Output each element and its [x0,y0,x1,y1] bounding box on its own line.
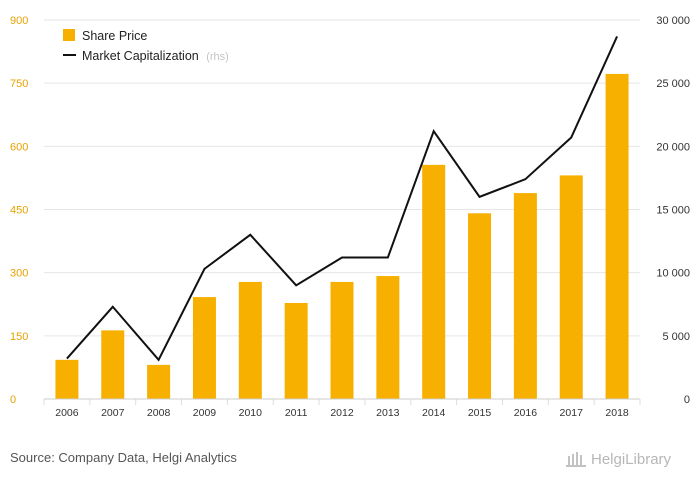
bar-share-price [559,175,583,399]
y-right-tick-label: 5 000 [662,331,690,343]
y-left-tick-label: 150 [10,331,28,343]
bar-share-price [330,281,354,399]
combo-chart: 0 150 300 450 600 750 900 0 5 000 10 000 15 000 20 … [10,15,690,419]
x-tick-label: 2006 [55,407,79,419]
legend-swatch-share-price [63,29,75,41]
bar-share-price [605,73,629,399]
x-tick-label: 2013 [376,407,400,419]
y-right-tick-label: 15 000 [656,205,690,217]
legend: Share Price Market Capitalization (rhs) [63,29,229,63]
bar-share-price [238,281,262,399]
x-tick-label: 2011 [285,407,308,419]
bar-share-price [422,164,446,399]
x-tick-label: 2010 [239,407,263,419]
legend-label-share-price: Share Price [82,29,147,43]
x-tick-label: 2018 [605,407,629,419]
y-left-tick-label: 300 [10,268,28,280]
y-left-tick-label: 750 [10,78,28,90]
bar-share-price [513,193,537,399]
y-left-tick-label: 0 [10,394,16,406]
bar-share-price [284,302,308,399]
source-note: Source: Company Data, Helgi Analytics [10,450,237,465]
y-right-tick-label: 10 000 [656,268,690,280]
x-tick-label: 2016 [514,407,538,419]
bar-share-price [101,330,125,399]
legend-label-market-cap-suffix: (rhs) [206,51,229,63]
x-tick-label: 2007 [101,407,125,419]
y-right-tick-label: 30 000 [656,15,690,27]
grid-lines [43,19,641,405]
library-building-icon [566,452,586,467]
y-left-tick-label: 900 [10,15,28,27]
y-left-tick-label: 450 [10,205,28,217]
market-cap-line [66,36,618,362]
x-tick-label: 2009 [193,407,217,419]
x-tick-label: 2008 [147,407,171,419]
bar-share-price [147,364,171,399]
share-price-bars [55,73,629,399]
x-tick-label: 2014 [422,407,446,419]
bar-share-price [192,297,216,399]
x-tick-label: 2017 [560,407,584,419]
logo-text: HelgiLibrary [591,450,672,468]
y-right-tick-label: 0 [684,394,690,406]
axes: 0 150 300 450 600 750 900 0 5 000 10 000 15 000 20 … [10,15,690,419]
helgi-library-logo: HelgiLibrary [565,450,671,468]
x-tick-label: 2015 [468,407,492,419]
y-left-tick-label: 600 [10,141,28,153]
y-right-tick-label: 20 000 [656,141,690,153]
legend-label-market-cap-name: Market Capitalization [82,49,199,63]
x-tick-label: 2012 [330,407,354,419]
bar-share-price [376,276,400,399]
bar-share-price [55,359,79,399]
legend-label-market-cap: Market Capitalization (rhs) [82,49,229,63]
y-right-tick-label: 25 000 [656,78,690,90]
bar-share-price [468,213,492,399]
